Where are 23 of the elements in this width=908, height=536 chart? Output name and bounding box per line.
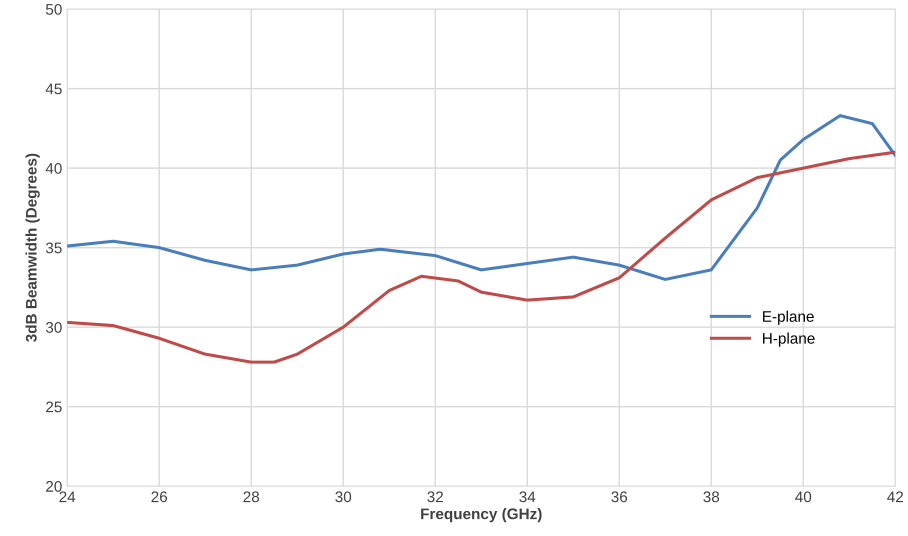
x-tick-label: 36 [611, 491, 628, 502]
x-tick-label: 32 [427, 491, 443, 502]
x-tick-label: 38 [703, 491, 720, 502]
x-tick-label: 24 [59, 491, 76, 502]
x-axis-title: Frequency (GHz) [421, 508, 542, 522]
y-tick-label: 35 [46, 242, 62, 254]
line-series [67, 114, 896, 281]
x-tick-label: 42 [887, 491, 904, 502]
y-tick-label: 30 [46, 322, 62, 333]
y-tick-label: 25 [46, 402, 62, 412]
x-tick-label: 28 [243, 491, 260, 502]
line-series [67, 150, 896, 364]
y-tick-label: 45 [46, 84, 62, 94]
x-tick-label: 26 [151, 491, 168, 502]
y-tick-label: 20 [46, 481, 62, 492]
legend-label: E-plane [763, 310, 814, 325]
y-tick-label: 40 [46, 162, 62, 174]
y-tick-label: 50 [46, 4, 62, 15]
y-axis-title: 3dB Beamwidth (Degrees) [25, 154, 40, 342]
x-tick-label: 30 [335, 491, 352, 502]
legend-label: H-plane [763, 332, 815, 347]
x-tick-label: 34 [519, 491, 536, 502]
x-tick-label: 40 [795, 491, 812, 502]
